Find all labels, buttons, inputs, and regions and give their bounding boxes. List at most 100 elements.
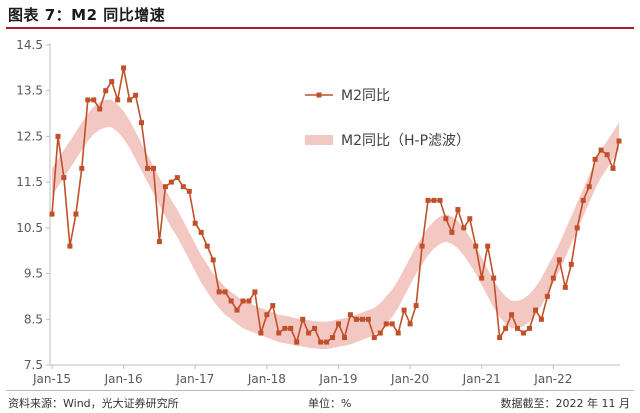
m2-point xyxy=(443,216,449,222)
m2-point xyxy=(288,325,294,331)
legend-marker-swatch xyxy=(316,92,322,98)
m2-point xyxy=(258,330,264,336)
footer-rule xyxy=(6,390,634,391)
m2-point xyxy=(419,243,425,249)
m2-point xyxy=(240,298,246,304)
m2-point xyxy=(55,133,61,139)
m2-series-layer xyxy=(49,65,622,345)
m2-point xyxy=(109,79,115,85)
m2-point xyxy=(324,339,330,345)
y-tick-label: 14.5 xyxy=(16,38,43,52)
m2-point xyxy=(216,289,222,295)
m2-point xyxy=(97,106,103,112)
m2-point xyxy=(527,325,532,331)
m2-point xyxy=(479,275,485,281)
m2-point xyxy=(318,339,324,345)
m2-point xyxy=(431,197,437,203)
m2-point xyxy=(73,211,79,217)
m2-point xyxy=(473,243,479,249)
m2-point xyxy=(330,335,335,341)
m2-point xyxy=(174,175,180,181)
m2-point xyxy=(353,316,359,322)
m2-point xyxy=(115,97,121,103)
m2-point xyxy=(306,330,312,336)
m2-point xyxy=(610,165,616,171)
title-rule xyxy=(6,27,634,29)
m2-point xyxy=(521,330,526,336)
m2-point xyxy=(574,225,580,231)
y-tick-label: 12.5 xyxy=(16,129,43,143)
m2-point xyxy=(204,243,210,249)
m2-point xyxy=(389,321,395,327)
m2-point xyxy=(228,298,234,304)
m2-point xyxy=(455,207,461,213)
m2-point xyxy=(586,184,592,190)
y-tick-label: 13.5 xyxy=(16,84,43,98)
x-tick-label: Jan-22 xyxy=(533,372,572,386)
m2-point xyxy=(562,284,568,290)
m2-point xyxy=(67,243,73,249)
m2-point xyxy=(407,321,413,327)
m2-point xyxy=(383,321,389,327)
m2-point xyxy=(371,335,377,341)
m2-point xyxy=(91,97,97,103)
m2-point xyxy=(270,303,276,309)
m2-point xyxy=(377,330,383,336)
m2-point xyxy=(300,316,306,322)
m2-point xyxy=(533,307,538,313)
chart-title: 图表 7：M2 同比增速 xyxy=(8,6,166,24)
m2-point xyxy=(538,316,544,322)
m2-point xyxy=(294,339,300,345)
legend-band-swatch xyxy=(305,135,333,145)
m2-point xyxy=(180,184,186,190)
m2-point xyxy=(449,229,455,235)
m2-point xyxy=(222,289,228,295)
legend-label-hp: M2同比（H-P滤波） xyxy=(341,133,470,149)
m2-point xyxy=(79,165,85,171)
m2-point xyxy=(437,197,443,203)
m2-point xyxy=(192,220,198,226)
y-tick-label: 10.5 xyxy=(16,221,43,235)
m2-point xyxy=(395,330,401,336)
m2-point xyxy=(580,197,586,203)
m2-point xyxy=(103,88,109,94)
m2-point xyxy=(347,312,353,318)
source-note: 资料来源：Wind，光大证券研究所 xyxy=(8,397,179,410)
hp-filter-band-layer xyxy=(52,99,619,350)
m2-point xyxy=(461,225,467,231)
m2-point xyxy=(598,147,604,153)
m2-point xyxy=(264,312,270,318)
x-tick-label: Jan-21 xyxy=(462,372,501,386)
m2-point xyxy=(401,307,407,313)
m2-point xyxy=(276,330,282,336)
x-tick-label: Jan-19 xyxy=(318,372,357,386)
m2-point xyxy=(503,325,509,331)
legend-label-m2: M2同比 xyxy=(341,88,390,104)
m2-point xyxy=(616,138,622,144)
m2-point xyxy=(61,175,67,181)
m2-point xyxy=(162,184,168,190)
m2-point xyxy=(151,165,156,171)
m2-point xyxy=(359,316,365,322)
m2-point xyxy=(156,239,162,245)
m2-point xyxy=(234,307,240,313)
y-tick-label: 7.5 xyxy=(24,358,43,372)
m2-point xyxy=(133,92,139,98)
m2-point xyxy=(186,188,192,194)
x-tick-label: Jan-18 xyxy=(247,372,286,386)
m2-point xyxy=(568,261,574,267)
m2-point xyxy=(544,293,550,299)
m2-point xyxy=(425,197,431,203)
m2-point xyxy=(550,275,556,281)
m2-point xyxy=(145,165,150,171)
m2-point xyxy=(365,316,371,322)
m2-point xyxy=(121,65,127,71)
m2-point xyxy=(515,325,520,331)
m2-point xyxy=(604,152,610,158)
m2-point xyxy=(467,216,473,222)
x-tick-label: Jan-15 xyxy=(32,372,71,386)
m2-point xyxy=(342,335,347,341)
m2-point xyxy=(592,156,598,162)
